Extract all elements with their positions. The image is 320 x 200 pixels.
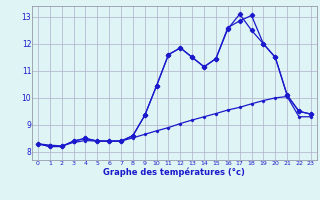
X-axis label: Graphe des températures (°c): Graphe des températures (°c) [103, 167, 245, 177]
